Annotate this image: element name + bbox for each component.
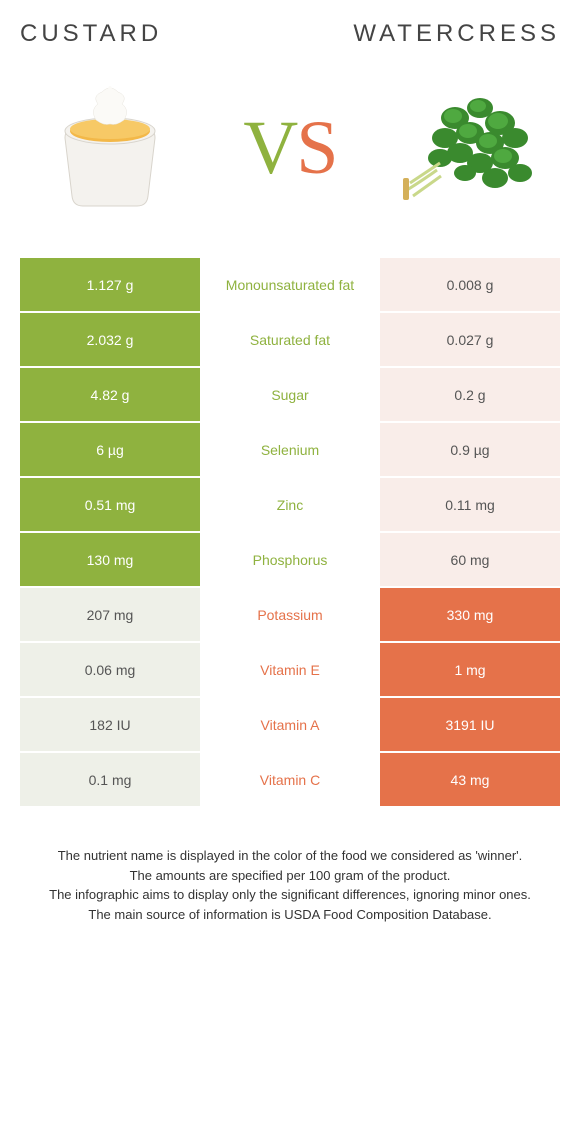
nutrient-label: Monounsaturated fat [200, 258, 380, 311]
left-value: 2.032 g [20, 313, 200, 366]
nutrient-label: Sugar [200, 368, 380, 421]
right-value: 0.008 g [380, 258, 560, 311]
table-row: 2.032 gSaturated fat0.027 g [20, 313, 560, 366]
right-value: 1 mg [380, 643, 560, 696]
table-row: 207 mgPotassium330 mg [20, 588, 560, 641]
images-row: VS [20, 68, 560, 228]
right-value: 60 mg [380, 533, 560, 586]
footer-line-2: The amounts are specified per 100 gram o… [30, 866, 550, 886]
comparison-table: 1.127 gMonounsaturated fat0.008 g2.032 g… [20, 258, 560, 806]
right-value: 0.9 µg [380, 423, 560, 476]
vs-v: V [243, 106, 296, 190]
left-value: 182 IU [20, 698, 200, 751]
nutrient-label: Vitamin A [200, 698, 380, 751]
table-row: 0.06 mgVitamin E1 mg [20, 643, 560, 696]
table-row: 4.82 gSugar0.2 g [20, 368, 560, 421]
header: Custard Watercress [20, 20, 560, 48]
nutrient-label: Phosphorus [200, 533, 380, 586]
left-value: 6 µg [20, 423, 200, 476]
nutrient-label: Zinc [200, 478, 380, 531]
footer-line-1: The nutrient name is displayed in the co… [30, 846, 550, 866]
left-value: 130 mg [20, 533, 200, 586]
table-row: 182 IUVitamin A3191 IU [20, 698, 560, 751]
footer-notes: The nutrient name is displayed in the co… [20, 846, 560, 924]
left-value: 4.82 g [20, 368, 200, 421]
right-value: 330 mg [380, 588, 560, 641]
title-right: Watercress [353, 20, 560, 48]
right-value: 43 mg [380, 753, 560, 806]
left-value: 1.127 g [20, 258, 200, 311]
footer-line-3: The infographic aims to display only the… [30, 885, 550, 905]
left-value: 0.51 mg [20, 478, 200, 531]
table-row: 1.127 gMonounsaturated fat0.008 g [20, 258, 560, 311]
watercress-image [390, 68, 550, 228]
title-left: Custard [20, 20, 162, 48]
right-value: 0.11 mg [380, 478, 560, 531]
vs-label: VS [243, 105, 336, 192]
vs-s: S [296, 106, 336, 190]
table-row: 0.1 mgVitamin C43 mg [20, 753, 560, 806]
nutrient-label: Vitamin E [200, 643, 380, 696]
left-value: 0.06 mg [20, 643, 200, 696]
nutrient-label: Saturated fat [200, 313, 380, 366]
nutrient-label: Potassium [200, 588, 380, 641]
custard-image [30, 68, 190, 228]
table-row: 6 µgSelenium0.9 µg [20, 423, 560, 476]
right-value: 0.2 g [380, 368, 560, 421]
right-value: 3191 IU [380, 698, 560, 751]
footer-line-4: The main source of information is USDA F… [30, 905, 550, 925]
table-row: 130 mgPhosphorus60 mg [20, 533, 560, 586]
nutrient-label: Selenium [200, 423, 380, 476]
right-value: 0.027 g [380, 313, 560, 366]
nutrient-label: Vitamin C [200, 753, 380, 806]
left-value: 0.1 mg [20, 753, 200, 806]
left-value: 207 mg [20, 588, 200, 641]
table-row: 0.51 mgZinc0.11 mg [20, 478, 560, 531]
